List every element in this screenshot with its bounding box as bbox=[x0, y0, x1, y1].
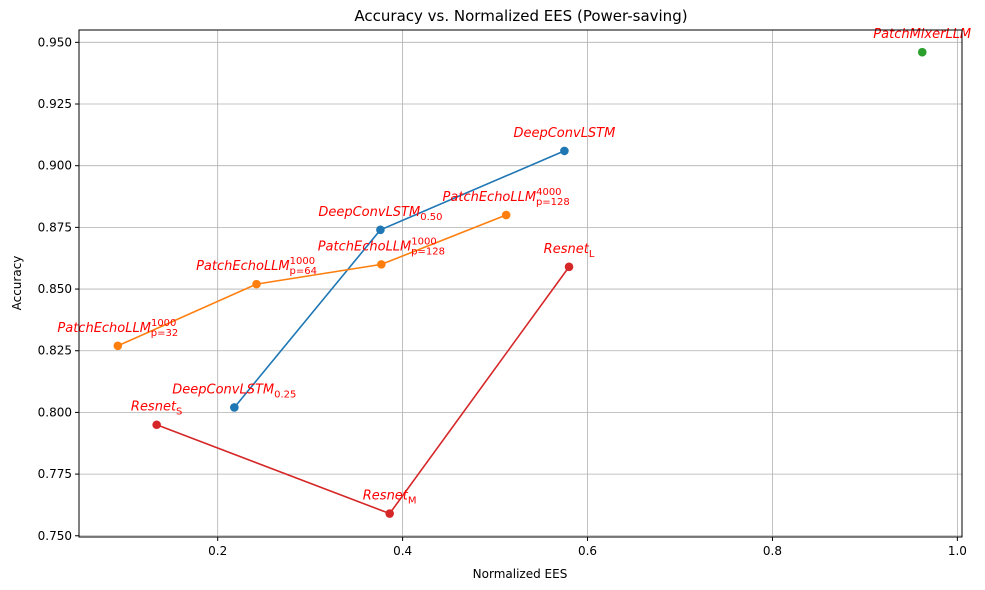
point-annotation: ResnetM bbox=[363, 489, 417, 507]
y-tick-label: 0.850 bbox=[38, 282, 72, 296]
data-point bbox=[252, 279, 261, 289]
y-tick-label: 0.750 bbox=[38, 529, 72, 543]
data-point bbox=[564, 262, 574, 272]
point-annotation: ResnetL bbox=[544, 242, 595, 260]
point-annotation: DeepConvLSTM0.25 bbox=[172, 382, 296, 400]
data-point bbox=[152, 420, 161, 430]
plot-frame bbox=[78, 29, 963, 538]
point-annotation: DeepConvLSTM bbox=[513, 126, 615, 141]
x-tick-label: 0.6 bbox=[578, 544, 597, 558]
y-tick-label: 0.925 bbox=[38, 97, 72, 111]
data-point bbox=[377, 260, 386, 269]
x-tick-label: 0.4 bbox=[393, 544, 412, 558]
point-annotation: PatchEchoLLM4000 p=128 bbox=[443, 187, 570, 208]
point-annotation: PatchEchoLLM1000 p=64 bbox=[196, 256, 317, 277]
y-tick-label: 0.900 bbox=[38, 159, 72, 173]
data-point bbox=[230, 403, 239, 412]
data-point bbox=[917, 47, 927, 57]
y-tick-label: 0.825 bbox=[38, 344, 72, 358]
y-tick-label: 0.800 bbox=[38, 405, 72, 419]
annotation-layer: DeepConvLSTM0.25 DeepConvLSTM0.50 DeepConv… bbox=[57, 27, 971, 506]
point-annotation: PatchEchoLLM1000 p=128 bbox=[318, 236, 445, 257]
point-annotation: DeepConvLSTM0.50 bbox=[318, 205, 442, 223]
point-annotation: ResnetS bbox=[131, 400, 183, 418]
x-tick-label: 1.0 bbox=[948, 544, 967, 558]
x-axis-label: Normalized EES bbox=[473, 567, 568, 581]
chart-title: Accuracy vs. Normalized EES (Power-savin… bbox=[354, 7, 687, 25]
y-tick-label: 0.775 bbox=[38, 467, 72, 481]
data-point bbox=[501, 210, 511, 220]
x-ticks: 0.2 0.4 0.6 0.8 1.0 bbox=[208, 537, 967, 558]
data-point bbox=[385, 509, 394, 518]
y-tick-label: 0.950 bbox=[38, 35, 72, 49]
series-line bbox=[117, 214, 507, 347]
series-layer bbox=[113, 47, 927, 518]
data-point bbox=[376, 225, 385, 235]
point-annotation: PatchMixerLLM bbox=[873, 27, 971, 42]
data-point bbox=[560, 146, 569, 156]
y-tick-label: 0.875 bbox=[38, 220, 72, 234]
y-ticks: 0.750 0.775 0.800 0.825 0.850 0.875 0.900 0.925… bbox=[38, 35, 79, 543]
data-point bbox=[113, 341, 123, 351]
y-axis-label: Accuracy bbox=[10, 256, 24, 311]
grid bbox=[79, 30, 962, 537]
series-3 bbox=[152, 262, 574, 518]
series-0 bbox=[230, 146, 569, 412]
point-annotation: PatchEchoLLM1000 p=32 bbox=[57, 318, 178, 339]
series-1 bbox=[113, 210, 511, 351]
x-tick-label: 0.2 bbox=[208, 544, 227, 558]
x-tick-label: 0.8 bbox=[763, 544, 782, 558]
series-2 bbox=[917, 47, 927, 57]
